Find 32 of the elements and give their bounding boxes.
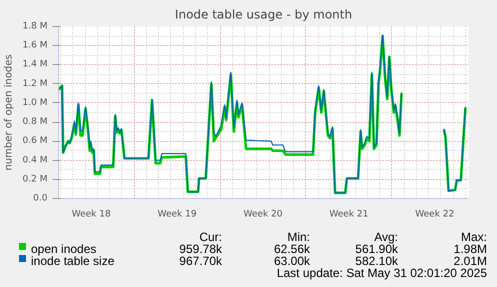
chart-title: Inode table usage - by month bbox=[174, 8, 352, 22]
text: Cur: bbox=[199, 229, 222, 244]
legend-label: inode table size bbox=[31, 254, 114, 270]
text: Last update: Sat May 31 02:01:20 2025 bbox=[276, 266, 487, 282]
text: 1.98M bbox=[454, 242, 487, 256]
y-tick-label: 1.2 M bbox=[22, 78, 48, 89]
text: 561.90k bbox=[355, 242, 398, 256]
text: 2.01M bbox=[454, 254, 487, 268]
x-tick-label: Week 18 bbox=[72, 210, 111, 220]
y-tick-label: 0.0 bbox=[33, 194, 48, 204]
x-tick-label: Week 22 bbox=[415, 210, 454, 220]
x-tick-label: Week 20 bbox=[244, 210, 283, 220]
legend-label: open inodes bbox=[31, 241, 96, 256]
text: Max: bbox=[460, 229, 487, 244]
y-tick-label: 0.6 M bbox=[22, 136, 48, 146]
text: 959.78k bbox=[179, 242, 222, 256]
x-tick-label: Week 21 bbox=[329, 210, 368, 220]
text: 62.56k bbox=[274, 241, 310, 256]
y-axis-title: number of open inodes bbox=[4, 54, 15, 171]
text: 63.00k bbox=[274, 254, 310, 268]
text: 582.10k bbox=[355, 254, 398, 268]
y-tick-label: 1.0 M bbox=[22, 98, 48, 108]
text: Min: bbox=[287, 229, 310, 244]
y-tick-label: 0.8 M bbox=[22, 117, 48, 128]
x-tick-label: Week 19 bbox=[158, 210, 197, 220]
y-tick-label: 1.6 M bbox=[22, 40, 48, 51]
text: Avg: bbox=[374, 229, 398, 244]
y-tick-label: 1.8 M bbox=[22, 22, 48, 32]
y-tick-label: 1.4 M bbox=[22, 60, 48, 70]
y-tick-label: 0.2 M bbox=[22, 174, 48, 184]
y-tick-label: 0.4 M bbox=[22, 155, 48, 166]
text: 967.70k bbox=[179, 254, 222, 270]
